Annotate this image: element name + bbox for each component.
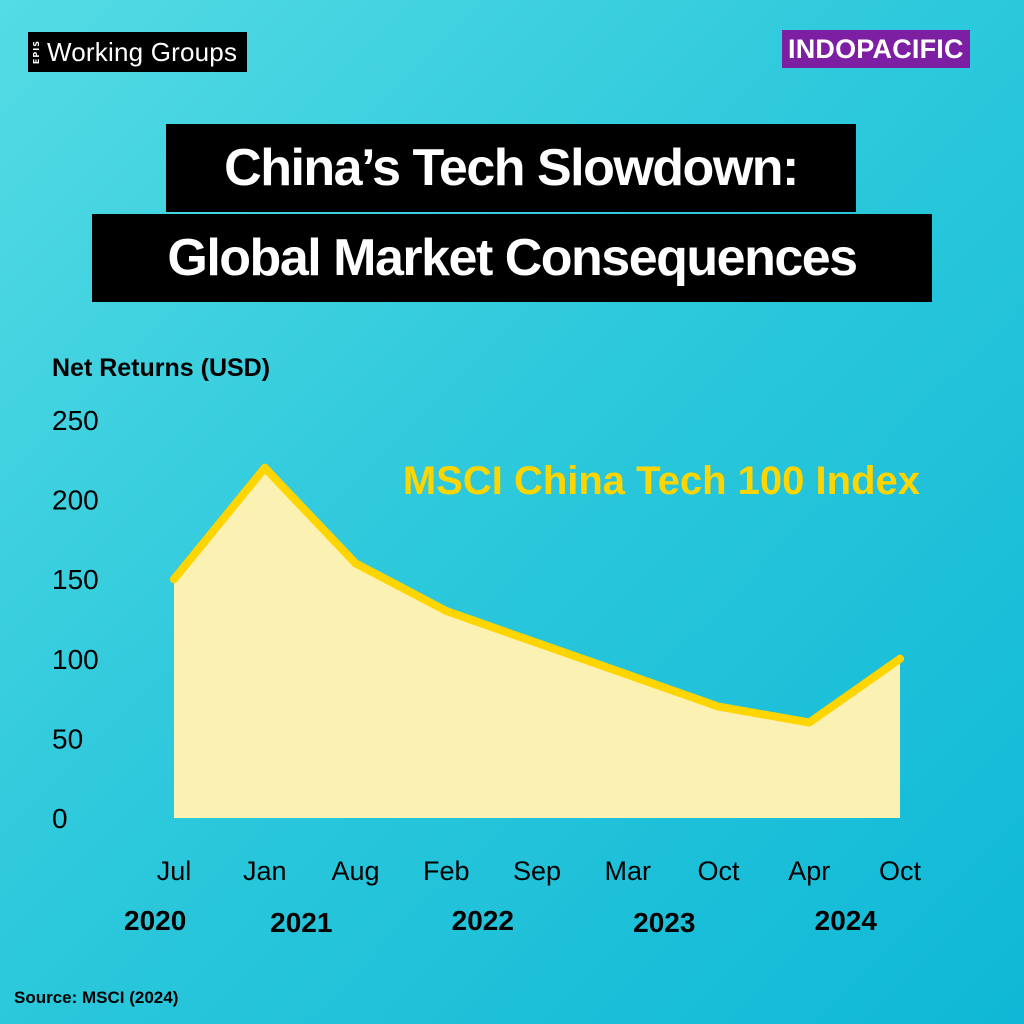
data-point <box>805 718 814 727</box>
data-point <box>896 654 904 663</box>
x-tick-label: Aug <box>331 856 379 886</box>
series-legend-label: MSCI China Tech 100 Index <box>403 459 920 503</box>
data-points <box>170 463 904 727</box>
title-line-2: Global Market Consequences <box>92 214 932 302</box>
y-axis-ticks: 0 50 100 150 200 250 <box>52 405 99 834</box>
region-badge: INDOPACIFIC <box>782 30 970 68</box>
year-label: 2023 <box>633 907 695 938</box>
y-tick-label: 100 <box>52 644 99 675</box>
x-axis-ticks: Jul Jan Aug Feb Sep Mar Oct Apr Oct <box>157 856 922 886</box>
x-tick-label: Apr <box>788 856 830 886</box>
x-tick-label: Mar <box>605 856 652 886</box>
y-tick-label: 150 <box>52 564 99 595</box>
y-tick-label: 0 <box>52 803 68 834</box>
data-point <box>714 702 723 711</box>
x-axis-year-labels: 2020 2021 2022 2023 2024 <box>124 905 877 938</box>
data-point <box>351 559 360 568</box>
y-tick-label: 50 <box>52 723 83 754</box>
x-tick-label: Jan <box>243 856 287 886</box>
y-tick-label: 200 <box>52 485 99 516</box>
x-tick-label: Oct <box>879 856 922 886</box>
source-note: Source: MSCI (2024) <box>14 988 179 1007</box>
data-point <box>442 607 451 616</box>
data-point <box>260 463 269 472</box>
x-tick-label: Oct <box>697 856 740 886</box>
year-label: 2022 <box>452 905 514 936</box>
data-point <box>533 638 541 647</box>
year-label: 2024 <box>815 905 878 936</box>
title-line-1: China’s Tech Slowdown: <box>166 124 856 212</box>
year-label: 2020 <box>124 905 186 936</box>
brand-logo: EPIS Working Groups <box>28 32 248 72</box>
x-tick-label: Jul <box>157 856 192 886</box>
data-point <box>623 670 632 679</box>
y-tick-label: 250 <box>52 405 99 436</box>
year-label: 2021 <box>270 907 332 938</box>
brand-name: Working Groups <box>47 36 238 67</box>
x-tick-label: Sep <box>513 856 561 886</box>
data-point <box>170 575 178 584</box>
y-axis-label: Net Returns (USD) <box>52 354 270 382</box>
x-tick-label: Feb <box>423 856 470 886</box>
